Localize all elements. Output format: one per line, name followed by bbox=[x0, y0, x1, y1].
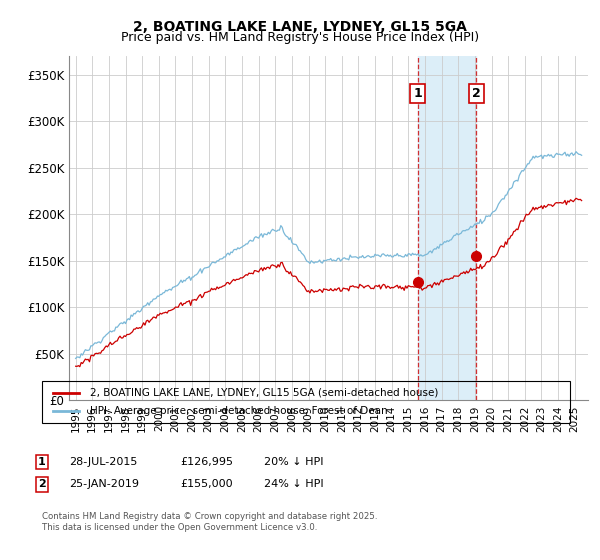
2, BOATING LAKE LANE, LYDNEY, GL15 5GA (semi-detached house) bbox=[420, 286, 427, 292]
HPI: Average price, semi-detached house, Forest of Dean: (2.02e+03, 1.55e+05): Average price, semi-detached house, Fore… bbox=[419, 253, 426, 259]
Text: £126,995: £126,995 bbox=[180, 457, 233, 467]
Text: 2, BOATING LAKE LANE, LYDNEY, GL15 5GA (semi-detached house): 2, BOATING LAKE LANE, LYDNEY, GL15 5GA (… bbox=[89, 388, 438, 398]
2, BOATING LAKE LANE, LYDNEY, GL15 5GA (semi-detached house) bbox=[160, 310, 167, 316]
2, BOATING LAKE LANE, LYDNEY, GL15 5GA (semi-detached house) bbox=[72, 363, 79, 370]
HPI: Average price, semi-detached house, Forest of Dean: (2e+03, 1.14e+05): Average price, semi-detached house, Fore… bbox=[158, 291, 165, 298]
Text: 1: 1 bbox=[413, 87, 422, 100]
2, BOATING LAKE LANE, LYDNEY, GL15 5GA (semi-detached house) bbox=[76, 363, 83, 370]
HPI: Average price, semi-detached house, Forest of Dean: (2e+03, 4.51e+04): Average price, semi-detached house, Fore… bbox=[72, 355, 79, 362]
Text: HPI: Average price, semi-detached house, Forest of Dean: HPI: Average price, semi-detached house,… bbox=[89, 406, 387, 416]
Text: Contains HM Land Registry data © Crown copyright and database right 2025.
This d: Contains HM Land Registry data © Crown c… bbox=[42, 512, 377, 532]
Line: HPI: Average price, semi-detached house, Forest of Dean: HPI: Average price, semi-detached house,… bbox=[76, 152, 581, 358]
HPI: Average price, semi-detached house, Forest of Dean: (2.01e+03, 1.51e+05): Average price, semi-detached house, Fore… bbox=[345, 256, 352, 263]
HPI: Average price, semi-detached house, Forest of Dean: (2.02e+03, 1.72e+05): Average price, semi-detached house, Fore… bbox=[446, 237, 454, 244]
Text: 25-JAN-2019: 25-JAN-2019 bbox=[69, 479, 139, 489]
Text: 2: 2 bbox=[38, 479, 46, 489]
Text: 2: 2 bbox=[472, 87, 481, 100]
HPI: Average price, semi-detached house, Forest of Dean: (2e+03, 1.27e+05): Average price, semi-detached house, Fore… bbox=[176, 279, 183, 286]
Text: £155,000: £155,000 bbox=[180, 479, 233, 489]
Text: 28-JUL-2015: 28-JUL-2015 bbox=[69, 457, 137, 467]
Text: 2, BOATING LAKE LANE, LYDNEY, GL15 5GA: 2, BOATING LAKE LANE, LYDNEY, GL15 5GA bbox=[133, 20, 467, 34]
HPI: Average price, semi-detached house, Forest of Dean: (2e+03, 8.25e+04): Average price, semi-detached house, Fore… bbox=[122, 320, 129, 327]
HPI: Average price, semi-detached house, Forest of Dean: (2.03e+03, 2.67e+05): Average price, semi-detached house, Fore… bbox=[572, 148, 580, 155]
2, BOATING LAKE LANE, LYDNEY, GL15 5GA (semi-detached house) bbox=[124, 331, 131, 338]
2, BOATING LAKE LANE, LYDNEY, GL15 5GA (semi-detached house) bbox=[448, 275, 455, 282]
HPI: Average price, semi-detached house, Forest of Dean: (2.03e+03, 2.63e+05): Average price, semi-detached house, Fore… bbox=[578, 152, 585, 158]
Line: 2, BOATING LAKE LANE, LYDNEY, GL15 5GA (semi-detached house): 2, BOATING LAKE LANE, LYDNEY, GL15 5GA (… bbox=[76, 198, 581, 367]
Text: 24% ↓ HPI: 24% ↓ HPI bbox=[264, 479, 323, 489]
2, BOATING LAKE LANE, LYDNEY, GL15 5GA (semi-detached house) bbox=[347, 283, 354, 290]
2, BOATING LAKE LANE, LYDNEY, GL15 5GA (semi-detached house) bbox=[178, 299, 185, 306]
2, BOATING LAKE LANE, LYDNEY, GL15 5GA (semi-detached house) bbox=[578, 197, 585, 204]
Text: 20% ↓ HPI: 20% ↓ HPI bbox=[264, 457, 323, 467]
Text: 1: 1 bbox=[38, 457, 46, 467]
Text: Price paid vs. HM Land Registry's House Price Index (HPI): Price paid vs. HM Land Registry's House … bbox=[121, 31, 479, 44]
2, BOATING LAKE LANE, LYDNEY, GL15 5GA (semi-detached house) bbox=[572, 195, 580, 202]
